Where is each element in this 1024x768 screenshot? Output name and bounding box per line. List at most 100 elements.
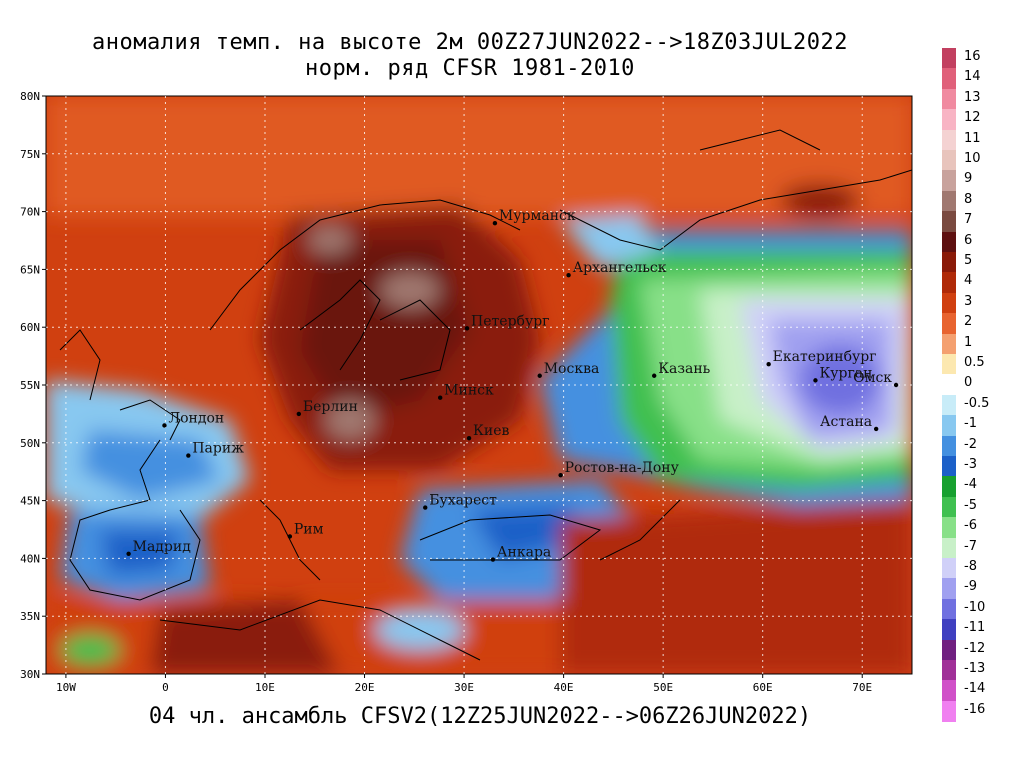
legend-swatch xyxy=(942,48,956,69)
legend-label: -16 xyxy=(964,701,986,717)
city-dot xyxy=(766,361,771,367)
legend-label: -14 xyxy=(964,681,986,697)
map-title-line2: норм. ряд CFSR 1981-2010 xyxy=(305,56,635,81)
longitude-labels: 10W 0 10E 20E 30E 40E 50E 60E 70E xyxy=(56,681,872,694)
legend-label: 1 xyxy=(964,334,973,350)
legend-label: -0.5 xyxy=(964,395,990,411)
legend-label: 16 xyxy=(964,49,981,64)
legend-label: -8 xyxy=(964,559,977,574)
legend-swatch xyxy=(942,415,956,437)
ensemble-caption: 04 чл. ансамбль CFSV2(12Z25JUN2022-->06Z… xyxy=(148,704,812,729)
legend-swatch xyxy=(942,619,956,641)
lat-tick-label: 35N xyxy=(20,610,40,623)
city-label: Курган xyxy=(819,365,872,381)
city-label: Архангельск xyxy=(573,260,667,276)
lon-tick-label: 10E xyxy=(255,681,275,694)
legend-label: 14 xyxy=(964,69,981,85)
lat-tick-label: 50N xyxy=(20,437,40,450)
lon-tick-label: 40E xyxy=(554,681,574,694)
legend-label: 13 xyxy=(964,89,981,105)
legend-swatch xyxy=(942,496,956,518)
legend-swatch xyxy=(942,456,956,477)
legend-label: -7 xyxy=(964,538,977,554)
lat-tick-label: 75N xyxy=(20,148,40,161)
legend-label: 8 xyxy=(964,191,973,207)
legend-label: 10 xyxy=(964,151,981,166)
city-label: Москва xyxy=(544,361,600,377)
legend-swatch xyxy=(942,394,956,416)
legend-swatch xyxy=(942,517,956,539)
city-label: Рим xyxy=(294,521,324,537)
city-dot xyxy=(566,272,571,278)
legend-label: 4 xyxy=(964,273,973,289)
legend-label: 3 xyxy=(964,293,973,309)
legend-label: -2 xyxy=(964,436,977,452)
lat-tick-label: 30N xyxy=(20,668,40,681)
city-label: Петербург xyxy=(471,313,549,329)
lon-tick-label: 60E xyxy=(753,681,773,694)
legend-swatch xyxy=(942,558,956,579)
city-label: Астана xyxy=(820,414,872,430)
city-label: Омск xyxy=(853,370,892,386)
legend-label: 7 xyxy=(964,212,973,228)
city-dot xyxy=(466,435,472,441)
legend-swatch xyxy=(942,150,956,171)
city-label: Ростов-на-Дону xyxy=(565,460,680,476)
graticule xyxy=(42,95,912,678)
lat-tick-label: 45N xyxy=(20,495,40,508)
coastlines xyxy=(59,129,912,661)
legend-label: -12 xyxy=(964,640,986,656)
city-label: Киев xyxy=(473,423,509,439)
legend-swatch xyxy=(942,109,956,131)
legend-swatch xyxy=(942,374,956,396)
lat-tick-label: 55N xyxy=(20,379,40,392)
legend-label: 9 xyxy=(964,171,973,187)
city-dot xyxy=(186,453,191,458)
city-dot xyxy=(651,373,657,378)
legend-label: 6 xyxy=(964,232,973,248)
lon-tick-label: 20E xyxy=(355,681,375,694)
city-dot xyxy=(296,411,302,417)
city-dot xyxy=(162,423,167,428)
lon-tick-label: 70E xyxy=(852,681,872,694)
legend-swatch xyxy=(942,435,956,457)
legend-swatch xyxy=(942,476,956,498)
city-dot xyxy=(558,472,563,478)
legend-label: -11 xyxy=(964,620,986,636)
city-label: Анкара xyxy=(497,545,551,561)
city-dot xyxy=(464,326,470,331)
legend-label: -13 xyxy=(964,661,986,676)
lat-tick-label: 70N xyxy=(20,206,40,219)
city-label: Мурманск xyxy=(499,208,576,224)
legend-swatch xyxy=(942,354,956,375)
legend-swatch xyxy=(942,700,956,722)
color-legend: 16 14 13 12 11 10 9 8 7 6 5 4 3 2 1 0.5 0 -0.5 -1 -2 -3 -4 -5 -… xyxy=(938,48,1018,722)
lat-tick-label: 65N xyxy=(20,263,40,276)
city-label: Екатеринбург xyxy=(773,349,877,365)
city-label: Бухарест xyxy=(429,493,497,509)
city-label: Лондон xyxy=(168,410,224,426)
city-dot xyxy=(813,378,818,383)
city-label: Берлин xyxy=(303,399,358,415)
city-dot xyxy=(287,534,293,539)
city-label: Париж xyxy=(192,441,244,457)
city-label: Казань xyxy=(658,361,710,377)
legend-swatch xyxy=(942,231,956,253)
city-dot xyxy=(437,395,443,400)
legend-swatch xyxy=(942,88,956,110)
legend-swatch xyxy=(942,598,956,620)
legend-label: -6 xyxy=(964,518,977,534)
legend-label: -3 xyxy=(964,457,977,472)
anomaly-field xyxy=(46,96,912,674)
legend-label: 0 xyxy=(964,375,973,391)
legend-label: 12 xyxy=(964,110,981,126)
legend-label: -4 xyxy=(964,477,977,493)
lon-tick-label: 50E xyxy=(653,681,673,694)
city-dot xyxy=(893,382,899,388)
legend-swatch xyxy=(942,680,956,702)
map-title-line1: аномалия темп. на высоте 2м 00Z27JUN2022… xyxy=(92,30,848,55)
legend-swatch xyxy=(942,333,956,355)
legend-swatch xyxy=(942,578,956,600)
legend-label: 2 xyxy=(964,314,973,330)
